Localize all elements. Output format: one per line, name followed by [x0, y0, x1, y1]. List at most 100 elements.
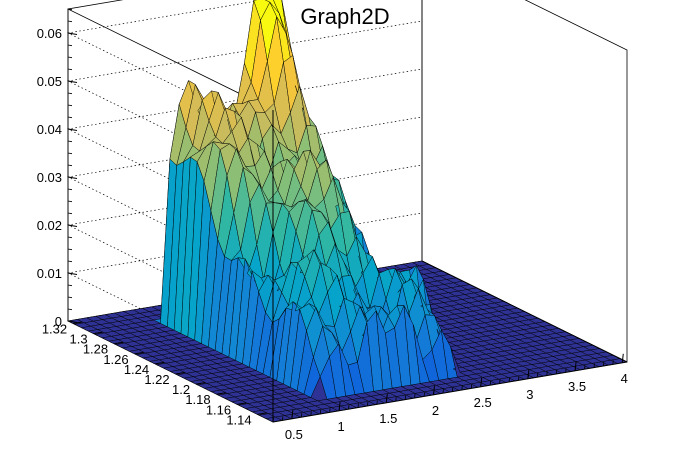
z-minor-tick: [67, 272, 73, 275]
x-minor-tick: [499, 379, 501, 384]
x-minor-tick: [385, 398, 388, 403]
z-tick-label: 0.04: [37, 122, 62, 137]
x-tick-label: 2: [432, 403, 439, 418]
y-tick: [155, 361, 165, 365]
x-minor-tick: [348, 405, 350, 410]
axis-tick-labels: 0.511.522.533.541.141.161.181.21.221.241…: [37, 26, 628, 442]
x-minor-tick: [489, 381, 492, 386]
y-tick: [196, 382, 206, 385]
y-tick-label: 1.22: [144, 372, 169, 387]
z-minor-tick: [67, 296, 73, 299]
z-minor-tick: [67, 284, 73, 287]
z-minor-tick: [67, 44, 73, 47]
x-minor-tick: [584, 365, 586, 370]
x-minor-tick: [565, 368, 567, 373]
axis-ticks: [67, 8, 624, 423]
z-minor-tick: [67, 56, 73, 59]
frame-front-edges: [272, 110, 628, 423]
z-minor-tick: [67, 104, 73, 107]
z-tick-label: 0.06: [37, 26, 62, 41]
x-minor-tick: [480, 382, 482, 387]
x-minor-tick: [470, 384, 473, 389]
x-minor-tick: [272, 417, 274, 423]
x-minor-tick: [329, 408, 331, 413]
x-minor-tick: [376, 400, 378, 405]
x-minor-tick: [546, 371, 548, 376]
x-tick-label: 0.5: [285, 427, 303, 442]
z-tick-label: 0: [55, 314, 62, 329]
z-minor-tick: [67, 188, 73, 191]
x-minor-tick: [621, 358, 624, 363]
y-tick-label: 1.28: [83, 342, 108, 357]
x-tick-label: 3.5: [568, 379, 586, 394]
x-minor-tick: [357, 403, 359, 408]
z-tick-label: 0.01: [37, 266, 62, 281]
x-minor-tick: [423, 392, 425, 397]
z-minor-tick: [67, 176, 73, 179]
y-tick-label: 1.3: [70, 332, 88, 347]
x-minor-tick: [310, 411, 312, 416]
y-tick: [134, 351, 144, 355]
z-minor-tick: [67, 224, 73, 227]
y-tick-label: 1.24: [124, 362, 149, 377]
frame-edge: [272, 361, 628, 423]
y-tick-label: 1.16: [206, 402, 231, 417]
z-minor-tick: [67, 212, 73, 215]
x-minor-tick: [319, 409, 322, 415]
y-tick-label: 1.26: [103, 352, 128, 367]
z-minor-tick: [67, 8, 73, 11]
frame-edge: [421, 260, 628, 363]
z-minor-tick: [67, 140, 73, 143]
x-tick-label: 2.5: [474, 395, 492, 410]
z-minor-tick: [67, 164, 73, 167]
z-minor-tick: [67, 236, 73, 239]
y-tick: [175, 372, 185, 375]
x-minor-tick: [536, 373, 539, 378]
z-minor-tick: [67, 116, 73, 119]
x-minor-tick: [527, 374, 529, 379]
z-minor-tick: [67, 260, 73, 263]
y-tick: [114, 341, 124, 345]
x-tick-label: 1.5: [379, 411, 397, 426]
z-minor-tick: [67, 20, 73, 23]
z-tick-label: 0.03: [37, 170, 62, 185]
x-minor-tick: [461, 385, 463, 391]
z-minor-tick: [67, 128, 73, 131]
z-minor-tick: [67, 68, 73, 71]
y-tick: [73, 321, 83, 325]
z-tick-label: 0.02: [37, 218, 62, 233]
x-minor-tick: [612, 360, 614, 365]
y-tick: [216, 392, 226, 395]
chart-title: Graph2D: [300, 4, 389, 29]
z-minor-tick: [67, 32, 73, 35]
x-minor-tick: [433, 390, 435, 395]
x-minor-tick: [300, 413, 303, 418]
x-minor-tick: [508, 377, 510, 383]
z-minor-tick: [67, 80, 73, 83]
y-tick: [93, 331, 103, 335]
y-tick-label: 1.32: [42, 322, 67, 337]
x-minor-tick: [442, 389, 444, 394]
z-minor-tick: [67, 92, 73, 95]
x-minor-tick: [291, 414, 293, 419]
x-tick-label: 1: [337, 419, 344, 434]
z-minor-tick: [67, 152, 73, 155]
x-minor-tick: [574, 366, 576, 371]
z-minor-tick: [67, 308, 73, 311]
y-tick: [257, 412, 267, 415]
x-tick-label: 4: [621, 371, 628, 386]
x-minor-tick: [593, 363, 595, 368]
x-tick-label: 3: [526, 387, 533, 402]
surface-mesh: [67, 0, 628, 423]
x-minor-tick: [338, 406, 340, 411]
x-minor-tick: [451, 387, 454, 392]
z-minor-tick: [67, 320, 73, 323]
y-tick-label: 1.18: [185, 392, 210, 407]
z-minor-tick: [67, 200, 73, 203]
x-minor-tick: [367, 401, 369, 407]
x-minor-tick: [404, 395, 407, 400]
x-minor-tick: [555, 369, 558, 375]
z-tick-label: 0.05: [37, 74, 62, 89]
x-minor-tick: [282, 416, 284, 421]
